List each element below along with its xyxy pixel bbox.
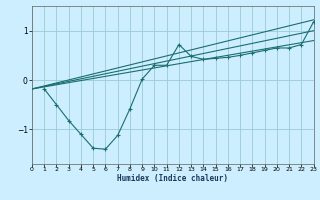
X-axis label: Humidex (Indice chaleur): Humidex (Indice chaleur) — [117, 174, 228, 183]
